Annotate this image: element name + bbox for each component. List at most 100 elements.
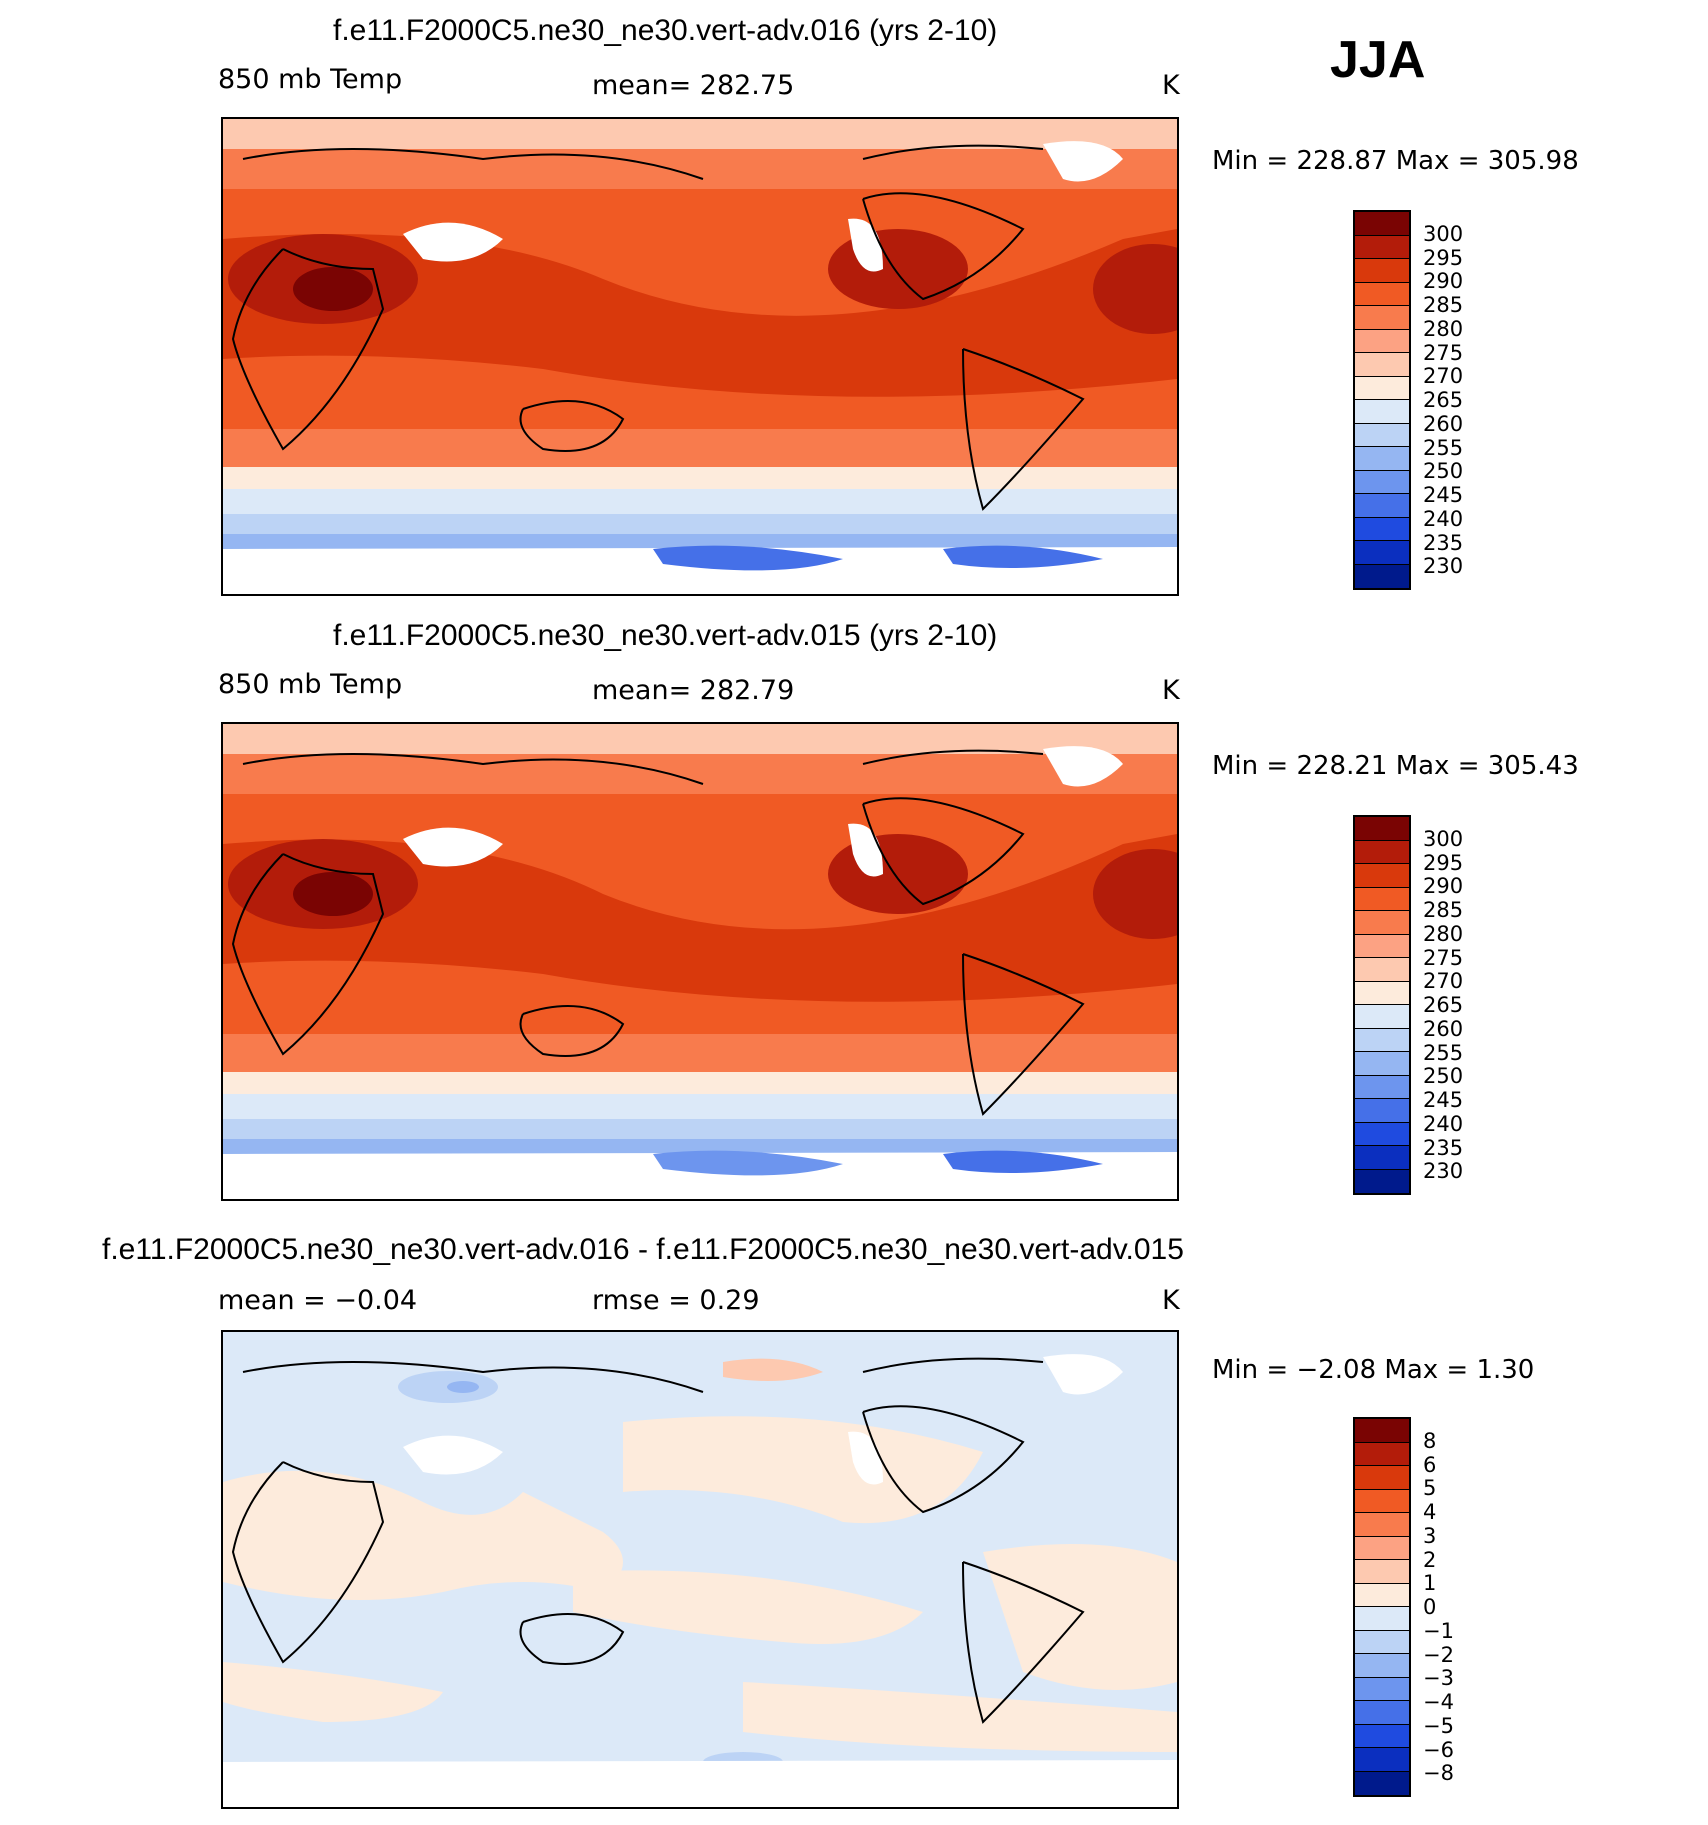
colorbar-tick-label: 235 (1423, 530, 1464, 555)
panel2-minmax: Min = 228.21 Max = 305.43 (1212, 751, 1579, 781)
colorbar-segment (1355, 447, 1409, 471)
colorbar-tick-label: −1 (1423, 1618, 1454, 1643)
colorbar-segment (1355, 840, 1409, 864)
colorbar-segment (1355, 1654, 1409, 1678)
colorbar-tick-label: −3 (1423, 1666, 1454, 1691)
colorbar-tick-label: 5 (1423, 1476, 1437, 1501)
colorbar-segment (1355, 212, 1409, 236)
colorbar-segment (1355, 564, 1409, 588)
colorbar-segment (1355, 1536, 1409, 1560)
panel2-title: f.e11.F2000C5.ne30_ne30.vert-adv.015 (yr… (333, 619, 998, 652)
colorbar-segment (1355, 423, 1409, 447)
colorbar-segment (1355, 864, 1409, 888)
colorbar-segment (1355, 1701, 1409, 1725)
colorbar-segment (1355, 329, 1409, 353)
panel1-colorbar (1353, 210, 1411, 590)
panel1-mean-label: mean= 282.75 (592, 70, 795, 101)
panel2-colorbar (1353, 815, 1411, 1195)
colorbar-tick-label: 260 (1423, 411, 1464, 436)
colorbar-segment (1355, 353, 1409, 377)
colorbar-segment (1355, 494, 1409, 518)
panel3-minmax: Min = −2.08 Max = 1.30 (1212, 1355, 1535, 1385)
colorbar-segment (1355, 1607, 1409, 1631)
colorbar-segment (1355, 1583, 1409, 1607)
colorbar-segment (1355, 541, 1409, 565)
colorbar-tick-label: 6 (1423, 1452, 1437, 1477)
panel3-unit-label: K (1162, 1285, 1180, 1316)
colorbar-tick-label: −8 (1423, 1761, 1454, 1786)
colorbar-tick-label: 235 (1423, 1135, 1464, 1160)
colorbar-tick-label: −5 (1423, 1713, 1454, 1738)
colorbar-segment (1355, 1771, 1409, 1795)
colorbar-segment (1355, 1442, 1409, 1466)
colorbar-segment (1355, 1028, 1409, 1052)
panel3-title: f.e11.F2000C5.ne30_ne30.vert-adv.016 - f… (102, 1233, 1184, 1266)
panel1-map-svg (223, 119, 1177, 594)
panel2-map (221, 722, 1179, 1201)
colorbar-tick-label: 295 (1423, 850, 1464, 875)
colorbar-segment (1355, 1724, 1409, 1748)
colorbar-segment (1355, 1099, 1409, 1123)
colorbar-tick-label: 265 (1423, 388, 1464, 412)
colorbar-segment (1355, 259, 1409, 283)
colorbar-tick-label: −6 (1423, 1737, 1454, 1762)
colorbar-tick-label: 8 (1423, 1428, 1437, 1453)
colorbar-tick-label: 4 (1423, 1500, 1437, 1524)
colorbar-tick-label: 290 (1423, 269, 1464, 294)
colorbar-tick-label: 290 (1423, 874, 1464, 899)
colorbar-tick-label: 265 (1423, 993, 1464, 1017)
panel2-mean-label: mean= 282.79 (592, 675, 795, 706)
panel1-title: f.e11.F2000C5.ne30_ne30.vert-adv.016 (yr… (333, 14, 998, 47)
colorbar-segment (1355, 1122, 1409, 1146)
colorbar-segment (1355, 1169, 1409, 1193)
panel2-map-svg (223, 724, 1177, 1199)
colorbar-segment (1355, 1419, 1409, 1443)
colorbar-tick-label: 280 (1423, 921, 1464, 946)
colorbar-tick-label: 230 (1423, 1159, 1464, 1184)
colorbar-tick-label: 275 (1423, 340, 1464, 365)
colorbar-segment (1355, 817, 1409, 841)
colorbar-tick-label: −4 (1423, 1690, 1454, 1714)
colorbar-tick-label: 245 (1423, 1088, 1464, 1112)
panel3-rmse-label: rmse = 0.29 (592, 1285, 760, 1316)
colorbar-tick-label: 230 (1423, 554, 1464, 579)
panel3-mean-label: mean = −0.04 (218, 1285, 418, 1316)
colorbar-segment (1355, 1052, 1409, 1076)
colorbar-tick-label: 295 (1423, 245, 1464, 270)
colorbar-segment (1355, 1075, 1409, 1099)
panel1-unit-label: K (1162, 70, 1180, 101)
colorbar-segment (1355, 958, 1409, 982)
panel2-variable-label: 850 mb Temp (218, 669, 403, 700)
panel1-map (221, 117, 1179, 596)
colorbar-segment (1355, 1489, 1409, 1513)
colorbar-tick-label: 275 (1423, 945, 1464, 970)
colorbar-segment (1355, 235, 1409, 259)
colorbar-segment (1355, 517, 1409, 541)
colorbar-segment (1355, 1748, 1409, 1772)
colorbar-segment (1355, 376, 1409, 400)
colorbar-tick-label: 1 (1423, 1571, 1437, 1596)
colorbar-tick-label: 300 (1423, 221, 1464, 246)
colorbar-segment (1355, 1466, 1409, 1490)
colorbar-segment (1355, 1630, 1409, 1654)
colorbar-segment (1355, 400, 1409, 424)
colorbar-tick-label: 255 (1423, 1040, 1464, 1065)
colorbar-tick-label: 280 (1423, 316, 1464, 341)
colorbar-tick-label: 2 (1423, 1547, 1437, 1572)
colorbar-tick-label: 255 (1423, 435, 1464, 460)
colorbar-segment (1355, 1677, 1409, 1701)
colorbar-tick-label: 3 (1423, 1523, 1437, 1548)
colorbar-segment (1355, 470, 1409, 494)
colorbar-segment (1355, 1005, 1409, 1029)
colorbar-tick-label: 245 (1423, 483, 1464, 507)
colorbar-tick-label: 285 (1423, 293, 1464, 317)
colorbar-segment (1355, 306, 1409, 330)
colorbar-segment (1355, 1513, 1409, 1537)
colorbar-tick-label: 250 (1423, 1064, 1464, 1089)
panel1-minmax: Min = 228.87 Max = 305.98 (1212, 146, 1579, 176)
colorbar-segment (1355, 911, 1409, 935)
colorbar-segment (1355, 934, 1409, 958)
colorbar-segment (1355, 981, 1409, 1005)
season-label: JJA (1330, 31, 1426, 89)
panel3-map-svg (223, 1332, 1177, 1807)
